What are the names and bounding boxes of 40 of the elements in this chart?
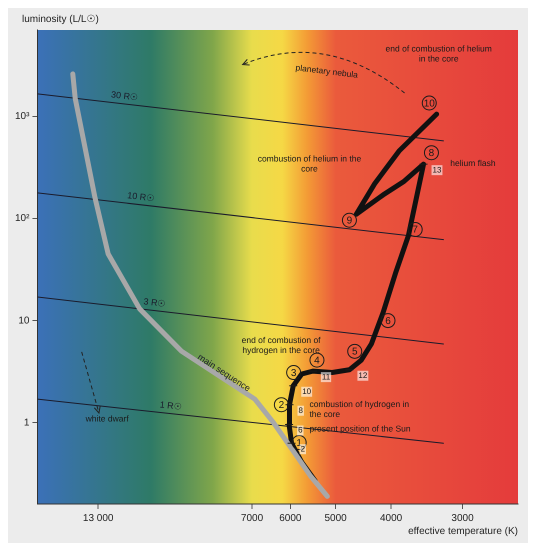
y-tick-label: 10³ bbox=[15, 111, 30, 122]
y-tick-label: 10 bbox=[18, 315, 30, 326]
annotation: end of combustion of hydrogen in the core bbox=[242, 334, 322, 355]
annotation: 8 bbox=[298, 406, 304, 415]
annotation: 13 bbox=[432, 165, 442, 174]
annotation: 12 bbox=[358, 370, 368, 380]
text: 30 R☉ bbox=[110, 89, 139, 102]
annotation: 11 bbox=[322, 372, 331, 382]
annotation: 7 bbox=[412, 224, 418, 236]
y-tick-label: 10² bbox=[15, 213, 30, 224]
annotation: combustion of helium in the core bbox=[258, 153, 362, 174]
annotation: 2 bbox=[278, 400, 285, 411]
x-tick-label: 4000 bbox=[380, 512, 403, 524]
annotation: 8 bbox=[428, 148, 435, 159]
y-axis-title: luminosity (L/L☉) bbox=[22, 14, 99, 25]
annotation: 10 bbox=[424, 98, 436, 110]
annotation: 2 bbox=[300, 444, 306, 454]
x-tick-label: 13 000 bbox=[82, 512, 114, 524]
x-tick-label: 6000 bbox=[279, 512, 302, 524]
annotation: planetary nebula bbox=[295, 62, 359, 80]
annotation: combustion of hydrogen in the core bbox=[309, 398, 410, 419]
text: 3 R☉ bbox=[143, 296, 166, 309]
text: 10 R☉ bbox=[126, 190, 155, 204]
y-tick-label: 1 bbox=[24, 417, 30, 428]
x-axis-title: effective temperature (K) bbox=[408, 526, 518, 537]
annotation: helium flash bbox=[450, 158, 496, 168]
annotation: 10 bbox=[302, 386, 312, 396]
annotation: 9 bbox=[346, 216, 353, 227]
x-tick-label: 3000 bbox=[451, 512, 474, 524]
annotation: 3 bbox=[290, 368, 297, 379]
text: 1 R☉ bbox=[159, 399, 182, 412]
annotation: white dwarf bbox=[84, 414, 130, 424]
annotation: 5 bbox=[352, 346, 358, 358]
x-tick-label: 7000 bbox=[240, 512, 264, 524]
x-tick-label: 5000 bbox=[324, 512, 348, 524]
annotation: end of combustion of helium in the core bbox=[386, 43, 492, 64]
annotation: 4 bbox=[314, 355, 320, 366]
annotation: 6 bbox=[298, 426, 304, 435]
annotation: 1 bbox=[296, 438, 302, 449]
annotation: 6 bbox=[385, 316, 392, 327]
